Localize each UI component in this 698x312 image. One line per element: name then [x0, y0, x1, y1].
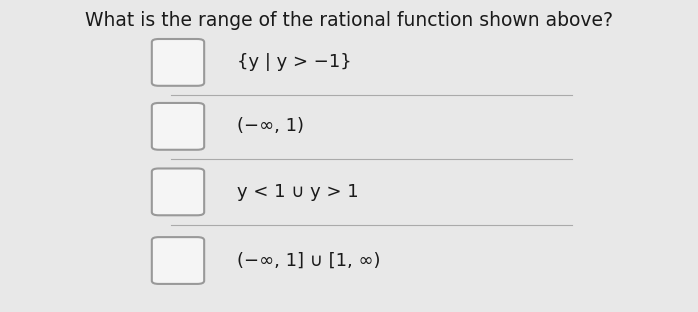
Text: (−∞, 1] ∪ [1, ∞): (−∞, 1] ∪ [1, ∞)	[237, 251, 381, 270]
FancyBboxPatch shape	[152, 103, 204, 150]
FancyBboxPatch shape	[152, 39, 204, 86]
FancyBboxPatch shape	[152, 237, 204, 284]
Text: What is the range of the rational function shown above?: What is the range of the rational functi…	[85, 11, 613, 30]
Text: y < 1 ∪ y > 1: y < 1 ∪ y > 1	[237, 183, 359, 201]
FancyBboxPatch shape	[152, 168, 204, 215]
Text: {y | y > −1}: {y | y > −1}	[237, 53, 352, 71]
Text: (−∞, 1): (−∞, 1)	[237, 117, 304, 135]
